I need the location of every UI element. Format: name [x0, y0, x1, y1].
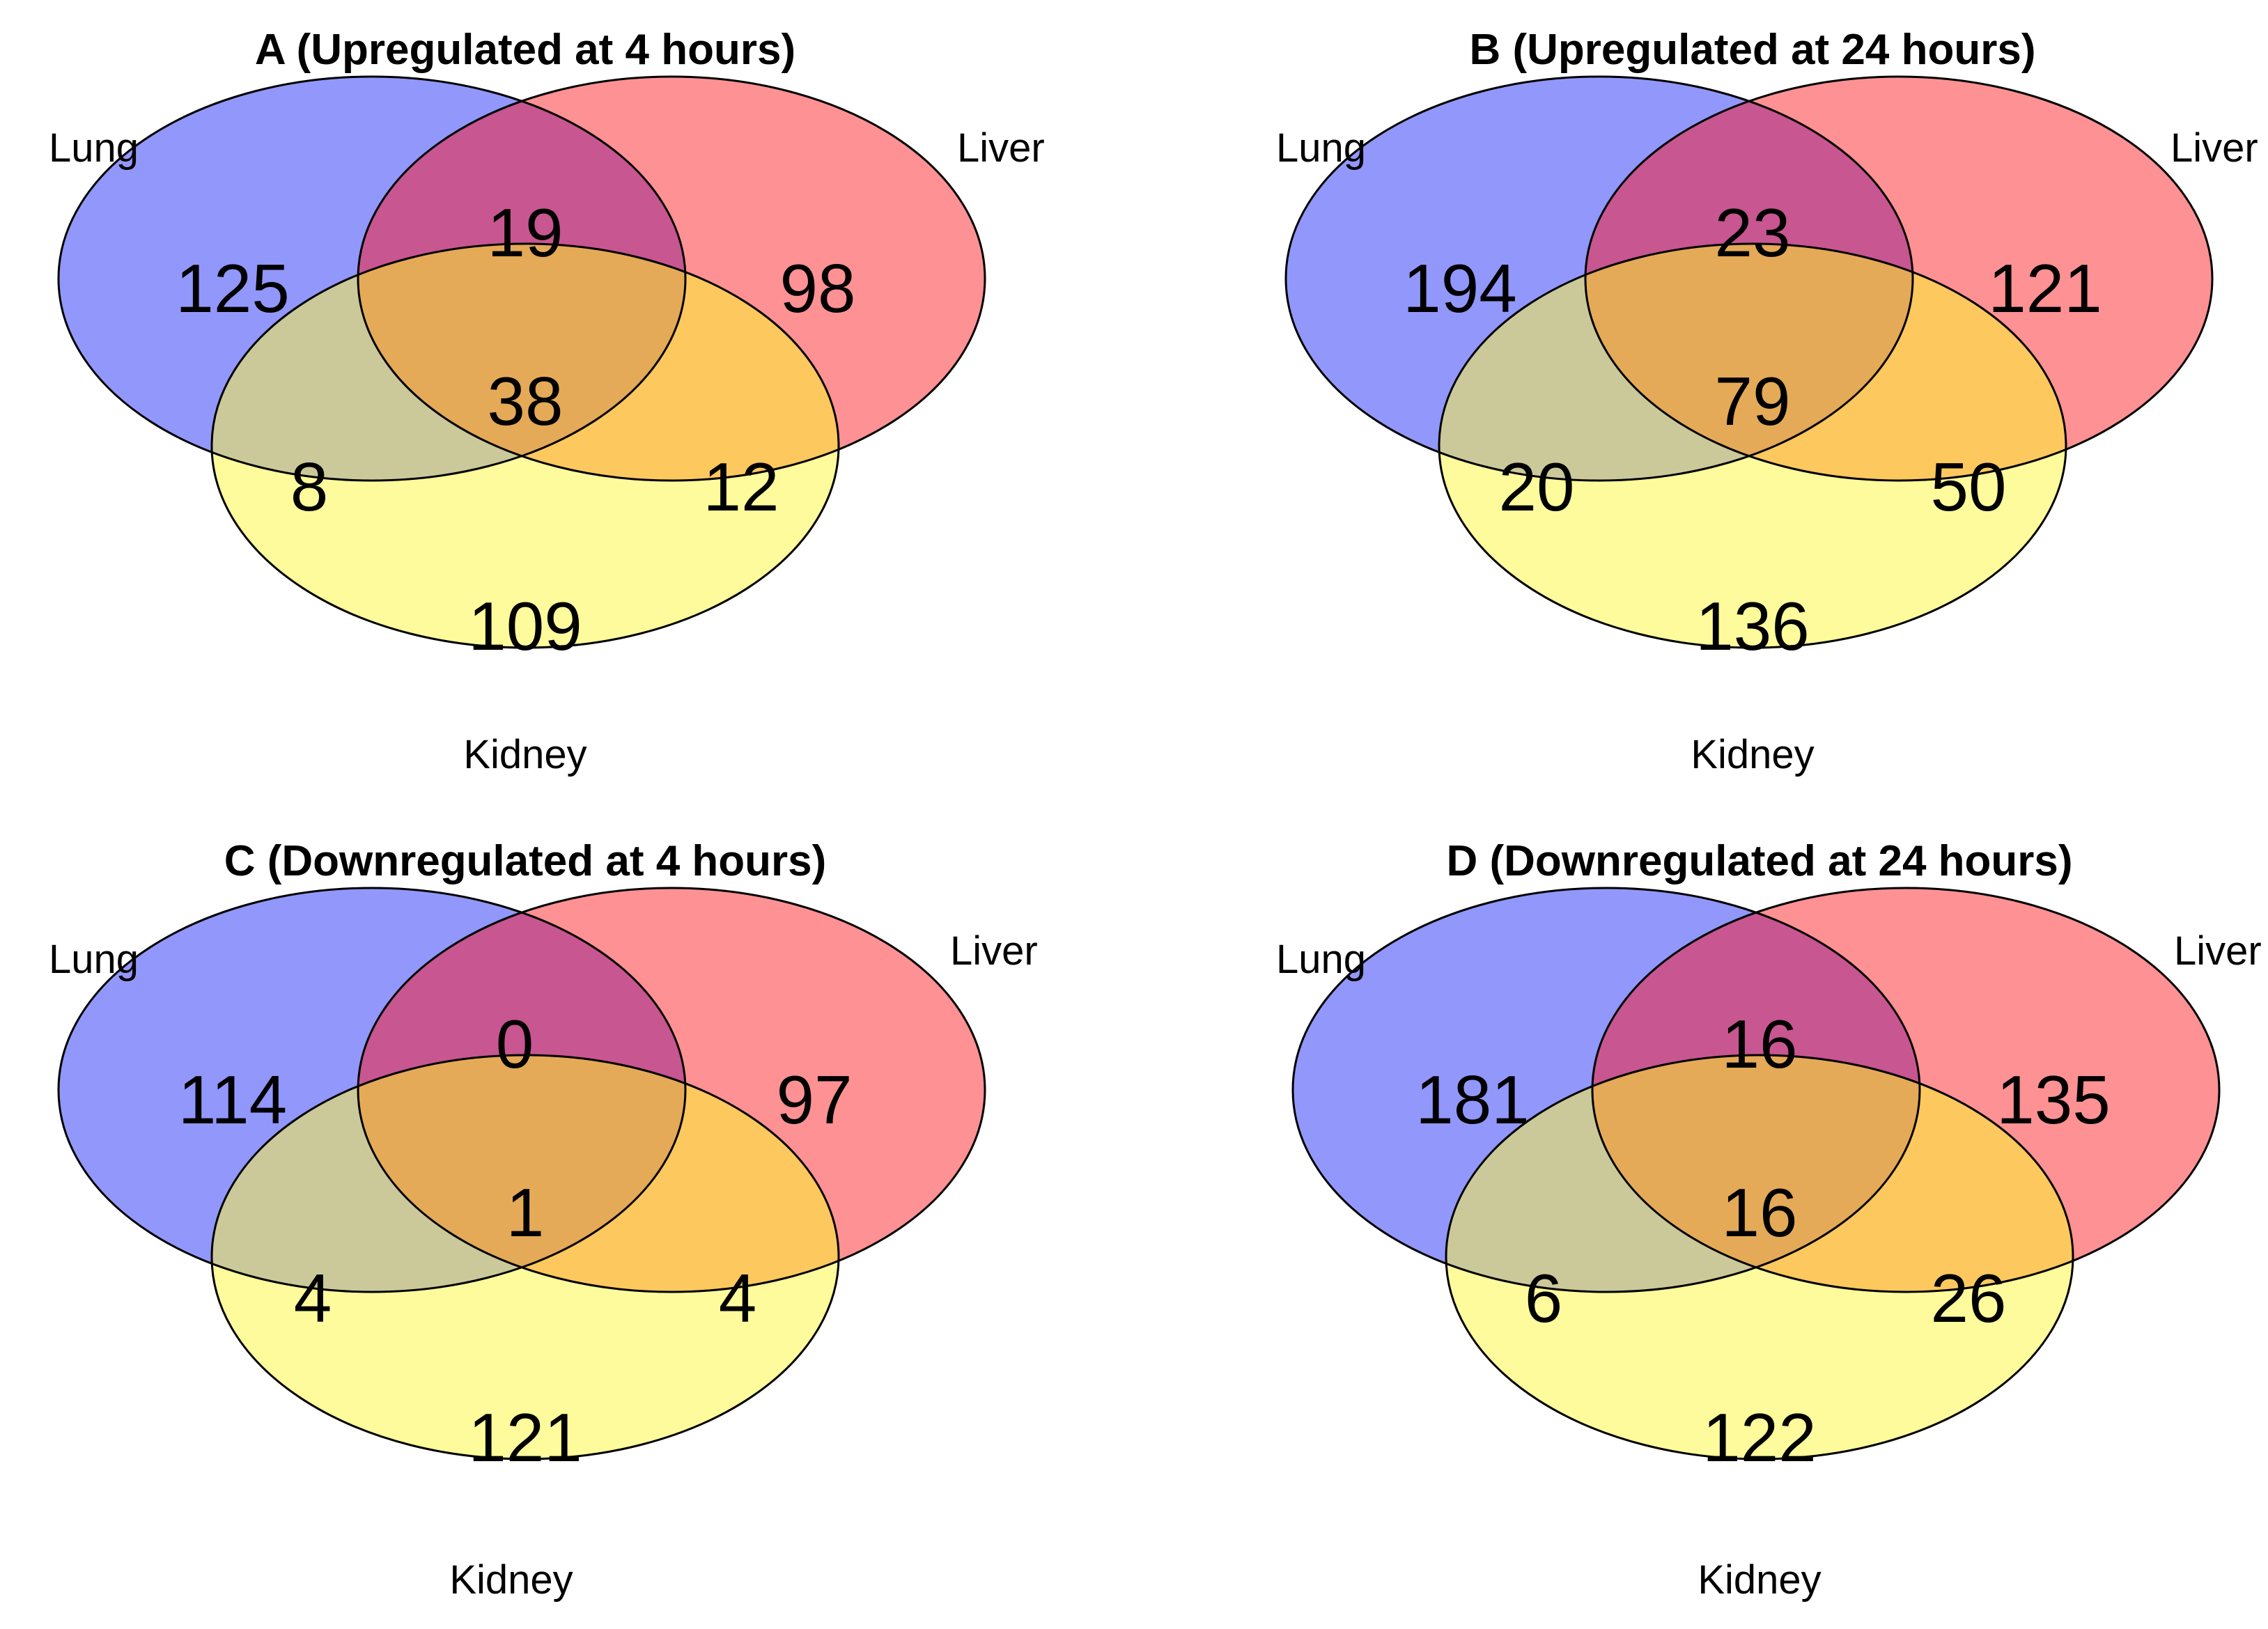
count-lung-kidney: 4 [294, 1260, 332, 1336]
count-lung-liver: 19 [487, 194, 563, 271]
count-liver-only: 98 [779, 250, 855, 327]
count-lung-liver: 16 [1721, 1006, 1797, 1082]
lung-outline [1291, 887, 1921, 1293]
count-all-three: 79 [1714, 363, 1790, 439]
venn-regions [57, 887, 986, 1460]
count-kidney-only: 122 [1702, 1399, 1817, 1476]
lung-outline [1284, 75, 1914, 482]
count-all-three: 16 [1721, 1174, 1797, 1251]
set-label-lung: Lung [49, 125, 139, 171]
count-liver-kidney: 4 [719, 1260, 757, 1336]
venn-regions [57, 75, 986, 649]
count-lung-only: 125 [176, 250, 290, 327]
kidney-outline [210, 1054, 840, 1460]
count-liver-kidney: 12 [703, 449, 779, 525]
venn-regions [1284, 75, 2214, 649]
set-label-kidney: Kidney [463, 732, 587, 777]
lung-outline [57, 887, 687, 1293]
kidney-outline [1438, 242, 2067, 649]
liver-outline [357, 887, 986, 1293]
set-label-liver: Liver [957, 125, 1045, 171]
set-label-liver: Liver [2170, 125, 2258, 171]
count-liver-kidney: 50 [1930, 449, 2006, 525]
count-lung-kidney: 20 [1498, 449, 1574, 525]
venn-panel-a: A (Upregulated at 4 hours) Lung Liver Ki… [49, 26, 1045, 777]
count-lung-liver: 23 [1714, 194, 1790, 271]
count-lung-only: 114 [178, 1061, 287, 1138]
lung-outline [57, 75, 687, 482]
set-label-lung: Lung [49, 937, 139, 982]
count-all-three: 38 [487, 363, 563, 439]
set-label-liver: Liver [2174, 928, 2262, 974]
set-label-lung: Lung [1276, 937, 1366, 982]
set-label-kidney: Kidney [1691, 732, 1814, 777]
set-label-liver: Liver [950, 928, 1038, 974]
count-kidney-only: 109 [468, 588, 582, 664]
venn-panel-d: D (Downregulated at 24 hours) Lung Liver… [1276, 837, 2262, 1603]
count-kidney-only: 136 [1695, 588, 1810, 664]
panel-title: B (Upregulated at 24 hours) [1470, 26, 2036, 74]
liver-outline [1591, 887, 2221, 1293]
count-lung-liver: 0 [496, 1006, 534, 1082]
venn-panel-b: B (Upregulated at 24 hours) Lung Liver K… [1276, 26, 2258, 777]
panel-title: D (Downregulated at 24 hours) [1446, 837, 2072, 885]
count-lung-kidney: 8 [290, 449, 329, 525]
count-lung-kidney: 6 [1525, 1260, 1563, 1336]
venn-regions [1291, 887, 2221, 1460]
count-kidney-only: 121 [468, 1399, 582, 1476]
liver-outline [357, 75, 986, 482]
count-liver-only: 135 [1996, 1061, 2111, 1138]
panel-title: A (Upregulated at 4 hours) [255, 26, 795, 74]
count-liver-only: 121 [1988, 250, 2102, 327]
kidney-outline [1445, 1054, 2074, 1460]
count-all-three: 1 [506, 1174, 545, 1251]
panel-title: C (Downregulated at 4 hours) [224, 837, 827, 885]
set-label-kidney: Kidney [449, 1557, 573, 1603]
count-liver-kidney: 26 [1930, 1260, 2006, 1336]
count-liver-only: 97 [776, 1061, 852, 1138]
liver-outline [1584, 75, 2214, 482]
count-lung-only: 194 [1403, 250, 1517, 327]
kidney-outline [210, 242, 840, 649]
set-label-kidney: Kidney [1698, 1557, 1821, 1603]
venn-panel-c: C (Downregulated at 4 hours) Lung Liver … [49, 837, 1038, 1603]
set-label-lung: Lung [1276, 125, 1366, 171]
count-lung-only: 181 [1415, 1061, 1530, 1138]
